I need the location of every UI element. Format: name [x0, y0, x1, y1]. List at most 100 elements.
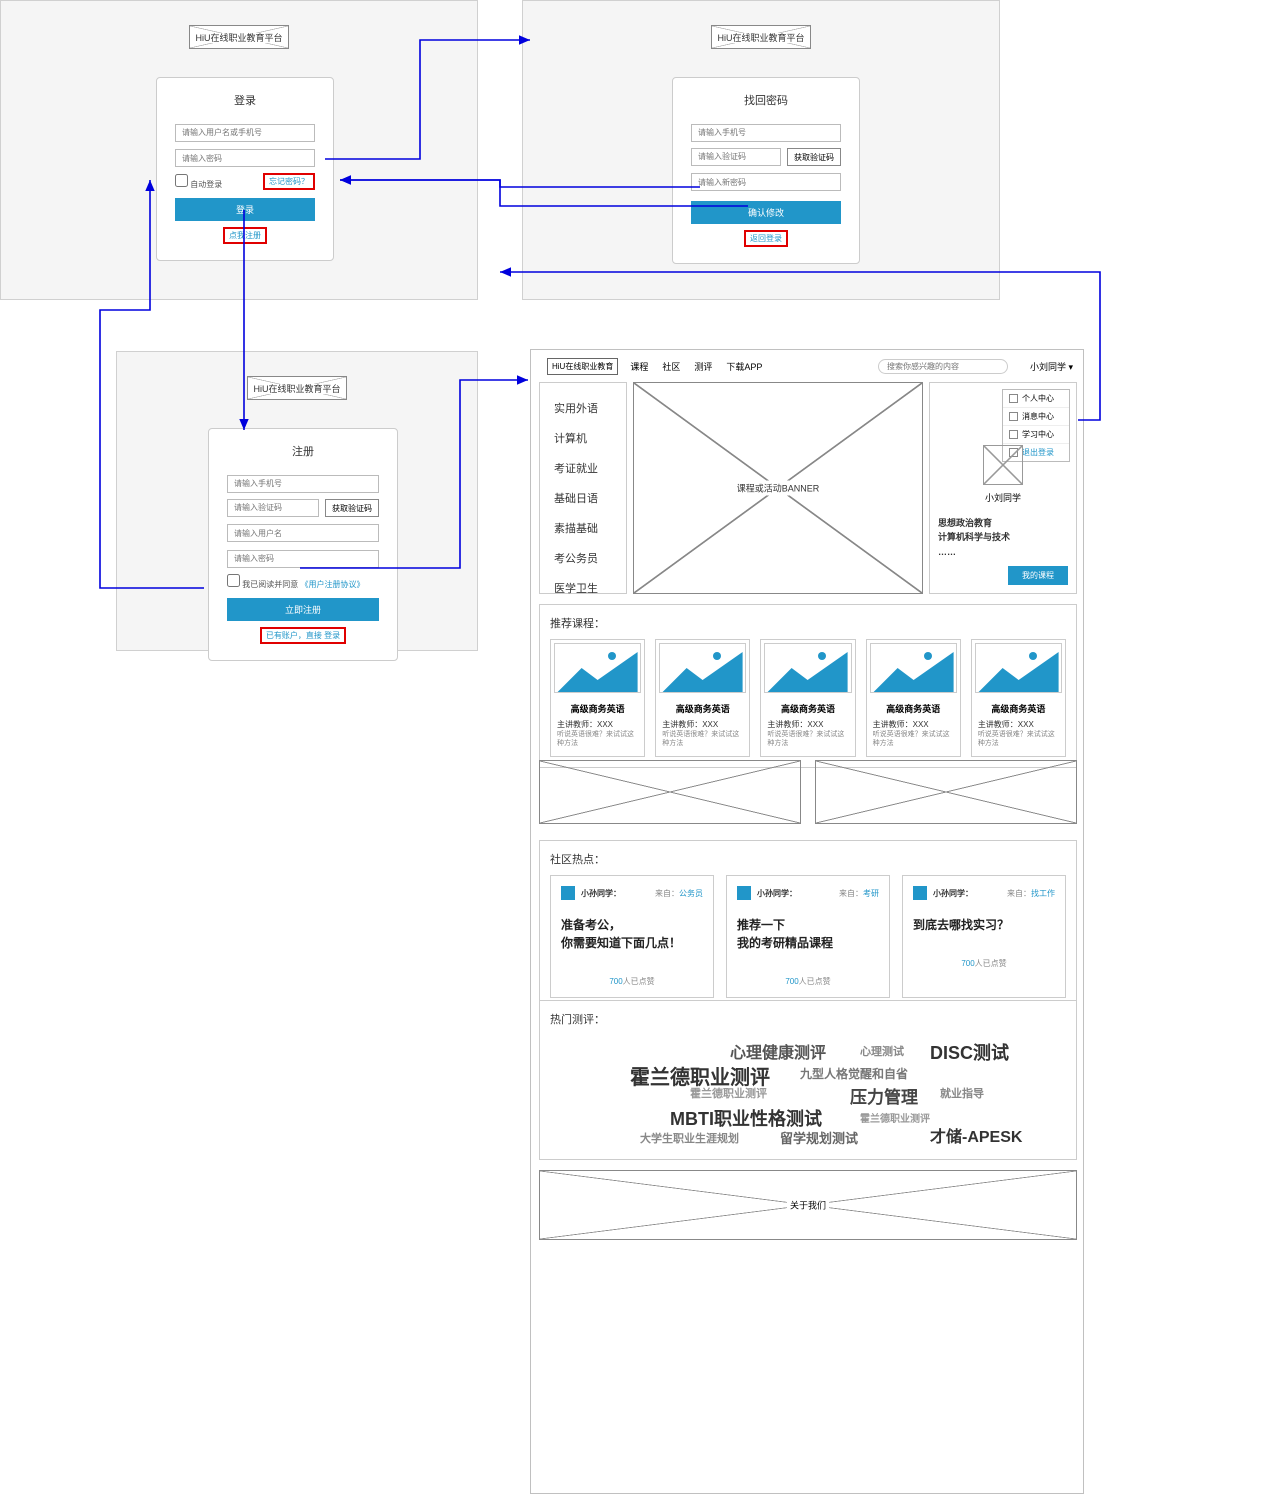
post-avatar-icon	[561, 886, 575, 900]
forgot-form: 找回密码 获取验证码 确认修改 返回登录	[672, 77, 860, 264]
course-name: 高级商务英语	[767, 702, 848, 715]
to-login-link[interactable]: 已有账户，直接 登录	[227, 627, 379, 644]
my-course-button[interactable]: 我的课程	[1008, 566, 1068, 585]
newpass-input[interactable]	[691, 173, 841, 191]
assess-tag[interactable]: 就业指导	[940, 1085, 984, 1101]
person-icon	[1009, 394, 1018, 403]
login-title: 登录	[175, 92, 315, 108]
hero-banner[interactable]: 课程或活动BANNER	[633, 382, 923, 594]
assess-section: 热门测评： 心理健康测评心理测试DISC测试霍兰德职业测评九型人格觉醒和自省霍兰…	[539, 1000, 1077, 1160]
course-teacher: 主讲教师：XXX	[662, 719, 743, 730]
assess-tag[interactable]: 九型人格觉醒和自省	[800, 1065, 908, 1082]
course-card[interactable]: 高级商务英语 主讲教师：XXX 听说英语很难？来试试这种方法	[971, 639, 1066, 757]
reg-get-code-button[interactable]: 获取验证码	[325, 499, 379, 517]
category-item[interactable]: 实用外语	[554, 393, 612, 423]
register-button[interactable]: 立即注册	[227, 598, 379, 621]
category-item[interactable]: 考证就业	[554, 453, 612, 483]
course-name: 高级商务英语	[662, 702, 743, 715]
post-title: 准备考公，你需要知道下面几点！	[561, 916, 703, 952]
forgot-title: 找回密码	[691, 92, 841, 108]
assess-tag[interactable]: 大学生职业生涯规划	[640, 1130, 739, 1146]
course-card[interactable]: 高级商务英语 主讲教师：XXX 听说英语很难？来试试这种方法	[655, 639, 750, 757]
course-card[interactable]: 高级商务英语 主讲教师：XXX 听说英语很难？来试试这种方法	[866, 639, 961, 757]
phone-input[interactable]	[691, 124, 841, 142]
confirm-button[interactable]: 确认修改	[691, 201, 841, 224]
community-post[interactable]: 小孙同学： 来自：公务员 准备考公，你需要知道下面几点！ 700人已点赞	[550, 875, 714, 998]
reg-phone-input[interactable]	[227, 475, 379, 493]
course-teacher: 主讲教师：XXX	[978, 719, 1059, 730]
category-item[interactable]: 考公务员	[554, 543, 612, 573]
nav-item[interactable]: 测评	[694, 362, 712, 372]
course-desc: 听说英语很难？来试试这种方法	[978, 730, 1059, 748]
course-desc: 听说英语很难？来试试这种方法	[767, 730, 848, 748]
user-menu-item[interactable]: 学习中心	[1003, 426, 1069, 444]
password-input[interactable]	[175, 149, 315, 167]
user-menu-item[interactable]: 消息中心	[1003, 408, 1069, 426]
reg-pass-input[interactable]	[227, 550, 379, 568]
course-thumb	[975, 643, 1062, 693]
user-menu-trigger[interactable]: 小刘同学 ▾	[1030, 360, 1073, 373]
username-input[interactable]	[175, 124, 315, 142]
course-thumb	[659, 643, 746, 693]
course-desc: 听说英语很难？来试试这种方法	[557, 730, 638, 748]
register-title: 注册	[227, 443, 379, 459]
assess-tag[interactable]: 才储-APESK	[930, 1123, 1022, 1147]
course-name: 高级商务英语	[873, 702, 954, 715]
auto-login-checkbox[interactable]: 自动登录	[175, 174, 222, 190]
post-source: 来自：公务员	[655, 888, 703, 899]
post-likes: 700人已点赞	[737, 976, 879, 987]
post-source: 来自：找工作	[1007, 888, 1055, 899]
register-link[interactable]: 点我注册	[175, 227, 315, 244]
category-item[interactable]: 医学卫生	[554, 573, 612, 603]
logo: HiU在线职业教育平台	[711, 25, 811, 49]
assess-tag[interactable]: 压力管理	[850, 1083, 918, 1108]
ad-slot-1[interactable]	[539, 760, 801, 824]
course-teacher: 主讲教师：XXX	[767, 719, 848, 730]
recommend-title: 推荐课程：	[550, 615, 1066, 631]
assess-tag[interactable]: 霍兰德职业测评	[690, 1085, 767, 1101]
agree-checkbox[interactable]: 我已阅读并同意 《用户注册协议》	[227, 574, 364, 590]
post-author: 小孙同学：	[757, 888, 797, 899]
forgot-password-link[interactable]: 忘记密码？	[263, 173, 315, 190]
nav-item[interactable]: 下载APP	[726, 362, 762, 372]
course-thumb	[554, 643, 641, 693]
login-screen: HiU在线职业教育平台 登录 自动登录 忘记密码？ 登录 点我注册	[0, 0, 478, 300]
nav-item[interactable]: 社区	[662, 362, 680, 372]
assess-tag[interactable]: DISC测试	[930, 1039, 1009, 1065]
logo: HiU在线职业教育平台	[189, 25, 289, 49]
course-teacher: 主讲教师：XXX	[557, 719, 638, 730]
community-post[interactable]: 小孙同学： 来自：找工作 到底去哪找实习？ 700人已点赞	[902, 875, 1066, 998]
nav-item[interactable]: 课程	[630, 362, 648, 372]
course-name: 高级商务英语	[978, 702, 1059, 715]
assess-tag[interactable]: 心理健康测评	[730, 1039, 826, 1063]
get-code-button[interactable]: 获取验证码	[787, 148, 841, 166]
msg-icon	[1009, 412, 1018, 421]
avatar	[983, 445, 1023, 485]
category-item[interactable]: 基础日语	[554, 483, 612, 513]
assess-tag[interactable]: 留学规划测试	[780, 1128, 858, 1147]
code-input[interactable]	[691, 148, 781, 166]
login-button[interactable]: 登录	[175, 198, 315, 221]
community-post[interactable]: 小孙同学： 来自：考研 推荐一下我的考研精品课程 700人已点赞	[726, 875, 890, 998]
major-label: ……	[938, 545, 1068, 559]
post-likes: 700人已点赞	[561, 976, 703, 987]
forgot-screen: HiU在线职业教育平台 找回密码 获取验证码 确认修改 返回登录	[522, 0, 1000, 300]
assess-tag[interactable]: 霍兰德职业测评	[860, 1110, 930, 1125]
course-card[interactable]: 高级商务英语 主讲教师：XXX 听说英语很难？来试试这种方法	[760, 639, 855, 757]
major-label: 思想政治教育	[938, 516, 1068, 530]
post-title: 推荐一下我的考研精品课程	[737, 916, 879, 952]
user-menu-item[interactable]: 个人中心	[1003, 390, 1069, 408]
category-item[interactable]: 计算机	[554, 423, 612, 453]
register-form: 注册 获取验证码 我已阅读并同意 《用户注册协议》 立即注册 已有账户，直接 登…	[208, 428, 398, 661]
category-item[interactable]: 素描基础	[554, 513, 612, 543]
top-nav: HiU在线职业教育 课程社区测评下载APP 小刘同学 ▾	[547, 358, 1073, 375]
reg-code-input[interactable]	[227, 499, 319, 517]
recommend-section: 推荐课程： 高级商务英语 主讲教师：XXX 听说英语很难？来试试这种方法 高级商…	[539, 604, 1077, 768]
ad-slot-2[interactable]	[815, 760, 1077, 824]
course-desc: 听说英语很难？来试试这种方法	[662, 730, 743, 748]
search-input[interactable]	[878, 359, 1008, 374]
course-card[interactable]: 高级商务英语 主讲教师：XXX 听说英语很难？来试试这种方法	[550, 639, 645, 757]
reg-user-input[interactable]	[227, 524, 379, 542]
back-login-link[interactable]: 返回登录	[691, 230, 841, 247]
assess-tag[interactable]: 心理测试	[860, 1043, 904, 1059]
